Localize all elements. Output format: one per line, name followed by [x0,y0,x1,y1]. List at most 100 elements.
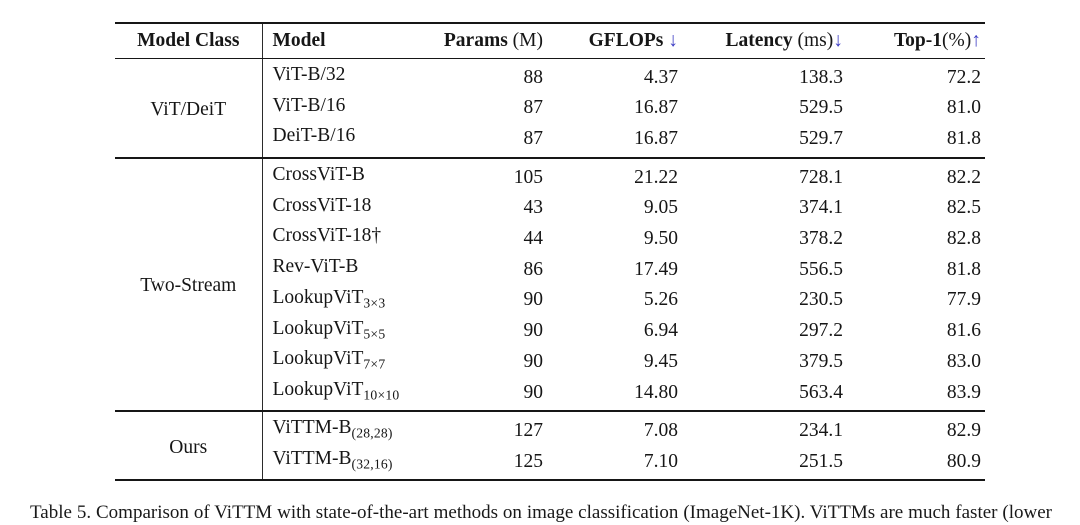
gflops-value: 9.05 [643,197,678,219]
params-value: 90 [523,289,544,311]
params-value: 44 [523,227,544,249]
params-value: 90 [523,320,544,342]
table-caption: Table 5. Comparison of ViTTM with state-… [30,501,1052,525]
top1-value: 82.5 [946,197,981,219]
group-vit-deit: ViT/DeiT ViT-B/32 88 4.37 138.3 72.2 ViT… [115,58,985,158]
latency-value: 556.5 [799,258,843,280]
latency-value: 230.5 [799,289,843,311]
model-subscript: (28,28) [351,425,393,441]
params-value: 87 [523,97,544,119]
model-subscript: 3×3 [363,295,386,311]
table-row: Two-Stream CrossViT-B 105 21.22 728.1 82… [115,157,985,296]
table-row: ViT/DeiT ViT-B/32 88 4.37 138.3 72.2 [115,58,985,120]
model-subscript: 7×7 [363,356,386,372]
header-model-class: Model Class [115,23,262,59]
latency-value: 563.4 [799,381,843,403]
latency-value: 379.5 [799,350,843,372]
latency-value: 378.2 [799,227,843,249]
table-row: ViT-B/16 87 16.87 529.5 81.0 [115,92,985,124]
gflops-value: 9.45 [643,350,678,372]
model-name: LookupViT [272,378,364,400]
model-subscript: (32,16) [351,456,393,472]
gflops-value: 14.80 [634,381,678,403]
group-ours: Ours ViTTM-B(28,28) 127 7.08 234.1 82.9 … [115,411,985,481]
latency-value: 297.2 [799,320,843,342]
model-class-cell: Two-Stream [140,275,237,297]
model-name: CrossViT-18 [272,194,372,216]
down-arrow-icon: ↓ [668,30,678,51]
gflops-value: 6.94 [643,320,678,342]
params-value: 125 [513,450,543,472]
model-name: Rev-ViT-B [272,256,359,278]
gflops-value: 17.49 [634,258,678,280]
header-gflops: GFLOPs ↓ [547,23,682,59]
header-model: Model [261,23,432,59]
params-value: 105 [513,166,543,188]
latency-value: 251.5 [799,450,843,472]
model-name: LookupViT [272,348,364,370]
model-name: LookupViT [272,317,364,339]
table-row: CrossViT-18† 44 9.50 378.2 82.8 [115,223,985,254]
model-name: ViT-B/16 [272,94,346,116]
latency-value: 234.1 [799,420,843,441]
top1-value: 81.8 [946,258,981,280]
gflops-value: 9.50 [643,227,678,249]
top1-value: 83.9 [946,381,981,403]
params-value: 86 [523,258,544,280]
latency-value: 529.7 [799,128,843,150]
top1-value: 81.6 [946,320,981,342]
gflops-value: 16.87 [634,97,678,119]
comparison-table: Model Class Model Params (M) GFLOPs ↓ La… [115,22,985,482]
top1-value: 77.9 [946,289,981,311]
latency-value: 529.5 [799,97,843,119]
table-row: ViTTM-B(32,16) 125 7.10 251.5 80.9 [115,445,985,481]
latency-value: 138.3 [799,66,843,88]
table-row: Rev-ViT-B 86 17.49 556.5 81.8 [115,253,985,285]
model-class-cell: Ours [169,436,208,458]
model-name: CrossViT-18† [272,225,382,247]
table-row: LookupViT5×5 90 6.94 297.2 81.6 [115,315,985,347]
table-row: Ours ViTTM-B(28,28) 127 7.08 234.1 82.9 [115,411,985,458]
model-class-cell: ViT/DeiT [150,98,227,120]
header-row: Model Class Model Params (M) GFLOPs ↓ La… [115,23,985,59]
caption-text: Table 5. Comparison of ViTTM with state-… [30,502,1052,524]
latency-value: 728.1 [799,166,843,188]
gflops-value: 16.87 [634,128,678,150]
gflops-value: 5.26 [643,289,678,311]
header-top1: Top-1(%)↑ [847,23,985,59]
top1-value: 83.0 [946,350,981,372]
top1-value: 82.9 [946,420,981,441]
table-row: LookupViT3×3 90 5.26 230.5 77.9 [115,284,985,316]
top1-value: 72.2 [946,66,981,88]
top1-value: 82.8 [946,227,981,249]
params-value: 87 [523,128,544,150]
params-value: 90 [523,381,544,403]
gflops-value: 21.22 [634,166,678,188]
params-value: 43 [523,197,544,219]
header-params: Params (M) [432,23,547,59]
model-subscript: 5×5 [363,325,386,341]
down-arrow-icon: ↓ [833,30,843,51]
table-row: DeiT-B/16 87 16.87 529.7 81.8 [115,123,985,158]
gflops-value: 4.37 [643,66,678,88]
params-value: 127 [513,420,543,441]
top1-value: 80.9 [946,450,981,472]
model-name: ViT-B/32 [272,64,346,85]
top1-value: 81.8 [946,128,981,150]
model-name: ViTTM-B [272,417,352,439]
up-arrow-icon: ↑ [971,30,981,51]
model-subscript: 10×10 [363,387,400,403]
latency-value: 374.1 [799,197,843,219]
top1-value: 81.0 [946,97,981,119]
model-name: LookupViT [272,286,364,308]
params-value: 88 [523,66,544,88]
header-latency: Latency (ms)↓ [682,23,847,59]
model-name: DeiT-B/16 [272,125,356,147]
gflops-value: 7.10 [643,450,678,472]
gflops-value: 7.08 [643,420,678,441]
params-value: 90 [523,350,544,372]
model-name: CrossViT-B [272,163,365,185]
table-row: LookupViT10×10 90 14.80 563.4 83.9 [115,376,985,412]
group-two-stream: Two-Stream CrossViT-B 105 21.22 728.1 82… [115,157,985,412]
model-name: ViTTM-B [272,448,352,470]
